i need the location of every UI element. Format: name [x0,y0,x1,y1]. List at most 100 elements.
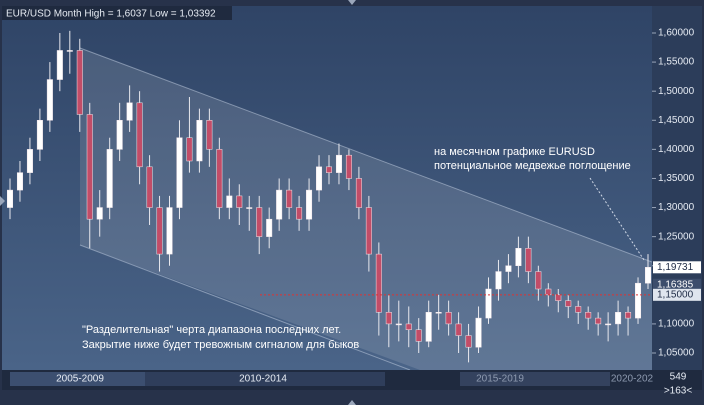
candle-body [176,137,183,208]
candle-body [96,207,103,220]
period-label: 2005-2009 [56,374,104,385]
candle-body [475,317,482,348]
candle-body [46,79,53,121]
y-axis-area [652,6,702,370]
candle-body [545,288,552,296]
candle-body [605,323,612,326]
candle-body [276,189,283,220]
candle-body [625,312,632,319]
price-marker [653,278,701,291]
candle-body [635,282,642,319]
candle-body [525,248,532,272]
candle-body [216,149,223,208]
candle-body [7,189,13,208]
y-tick-label: 1,45000 [658,115,695,126]
candle-body [505,265,512,272]
candle-body [246,207,253,209]
candle-body [256,207,263,237]
candle-body [226,195,233,208]
candle-body [306,189,313,220]
candle-body [86,114,93,220]
candle-body [595,317,602,325]
y-tick-label: 1,30000 [658,202,695,213]
candle-body [16,172,23,191]
candle-body [146,166,153,208]
channel-bottom [79,244,411,371]
candle-body [266,218,273,237]
candle-body [385,312,392,325]
candle-body [645,267,651,284]
y-tick-label: 1,05000 [658,348,695,359]
price-marker [653,261,701,274]
candle-body [316,166,323,191]
price-marker-label: 1,15000 [657,289,694,300]
period-band [10,372,145,386]
candle-body [26,149,33,173]
period-label: 2015-2019 [476,374,524,385]
nav-arrow[interactable] [348,0,356,5]
candle-body [166,207,173,255]
counter: 549 [670,372,687,383]
candle-body [425,312,432,342]
candle-body [345,154,352,179]
candle-body [126,102,133,121]
candle-body [365,207,372,255]
y-tick-label: 1,35000 [658,173,695,184]
candle-body [296,207,303,220]
candle-body [415,329,422,342]
candle-body [206,120,213,150]
candle-body [445,312,452,325]
candle-body [286,189,293,208]
candle-body [236,195,243,208]
candle-body [575,306,582,313]
candle-body [495,271,502,290]
candle-body [395,323,402,326]
candle-body [156,207,163,255]
price-marker-label: 1,16385 [657,279,694,290]
nav-arrow[interactable] [0,196,5,206]
price-marker-label: 1,19731 [657,262,694,273]
candle-body [485,288,492,319]
annotation: "Разделительная" черта диапазона последн… [82,324,341,336]
candle-body [186,137,193,162]
period-band [145,372,385,386]
candle-body [106,149,113,208]
y-tick-label: 1,60000 [658,28,695,39]
candle-body [136,102,143,168]
title-bar [2,6,232,20]
y-tick-label: 1,40000 [658,144,695,155]
period-label: 2020-202 [611,374,654,385]
period-band [460,372,610,386]
nav-arrow[interactable] [348,400,356,405]
candle-body [335,154,342,173]
candle-body [36,120,43,150]
candle-body [455,323,462,336]
price-marker [653,288,701,301]
candle-body [615,312,622,325]
annotation-arrow [589,177,645,261]
annotation: на месячном графике EURUSD [434,146,595,158]
candle-body [56,50,63,80]
period-label: 2010-2014 [239,374,287,385]
candle-body [515,248,522,266]
chart-title: EUR/USD Month High = 1,6037 Low = 1,0339… [6,9,216,20]
candle-body [66,50,73,52]
candle-body [585,312,592,319]
candle-body [76,50,83,115]
y-tick-label: 1,55000 [658,57,695,68]
candle-body [405,323,412,330]
candle-body [535,271,542,290]
candle-body [465,335,472,348]
candle-body [116,120,123,150]
candle-body [565,300,572,307]
candle-body [435,312,442,314]
annotation: Закрытие ниже будет тревожным сигналом д… [82,339,359,351]
channel-top [79,47,653,263]
candle-body [196,120,203,162]
candle-body [555,294,562,301]
candle-body [375,253,382,313]
annotation: потенциальное медвежье поглощение [434,160,631,172]
y-tick-label: 1,25000 [658,231,695,242]
